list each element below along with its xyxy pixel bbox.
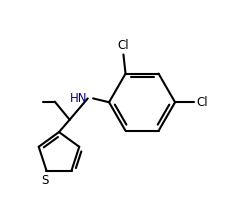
Text: S: S (42, 174, 49, 187)
Text: Cl: Cl (118, 39, 129, 52)
Text: Cl: Cl (196, 96, 208, 109)
Text: HN: HN (70, 92, 88, 105)
